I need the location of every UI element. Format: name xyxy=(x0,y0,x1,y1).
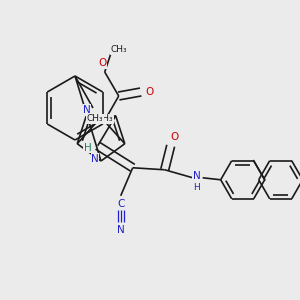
Text: N: N xyxy=(117,225,124,235)
Text: N: N xyxy=(91,154,99,164)
Text: N: N xyxy=(83,105,91,115)
Text: C: C xyxy=(117,199,124,209)
Text: O: O xyxy=(99,58,107,68)
Text: H: H xyxy=(84,143,92,153)
Text: CH₃: CH₃ xyxy=(86,114,103,123)
Text: O: O xyxy=(171,132,179,142)
Text: CH₃: CH₃ xyxy=(110,46,127,55)
Text: H: H xyxy=(193,183,200,192)
Text: N: N xyxy=(193,171,201,181)
Text: CH₃: CH₃ xyxy=(97,114,113,123)
Text: O: O xyxy=(146,87,154,97)
